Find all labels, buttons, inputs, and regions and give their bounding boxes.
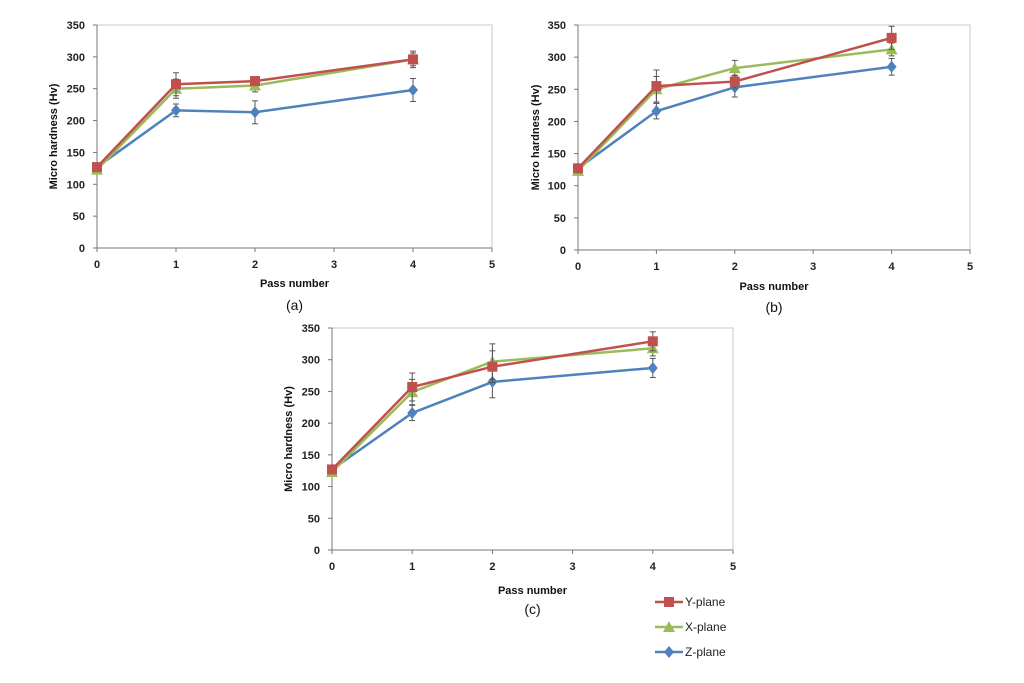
series-line: [96, 58, 414, 171]
data-point: [647, 336, 658, 347]
x-tick-label: 3: [570, 561, 576, 573]
legend-item-x-plane: X-plane: [655, 620, 727, 634]
panel-label: (b): [765, 299, 782, 315]
y-tick-label: 50: [308, 513, 320, 525]
y-tick-label: 350: [548, 20, 566, 32]
y-tick-label: 150: [302, 450, 320, 462]
y-tick-label: 300: [302, 355, 320, 367]
x-tick-label: 4: [410, 259, 417, 271]
x-tick-label: 4: [889, 261, 896, 273]
legend-marker: [664, 597, 674, 607]
x-tick-label: 3: [331, 259, 337, 271]
series-y-plane: [573, 25, 897, 174]
data-point: [250, 76, 260, 87]
data-point: [407, 381, 418, 392]
chart-panel-b: 0 50 100 150 200 250 300 350 0 1 2 3 4 5 Pass number Mi…: [530, 20, 973, 315]
y-tick-label: 200: [67, 116, 85, 128]
legend-marker: [664, 646, 674, 658]
series-line: [96, 58, 414, 168]
data-point: [408, 54, 418, 65]
series-line: [577, 36, 892, 170]
y-tick-label: 300: [548, 52, 566, 64]
data-point: [651, 105, 662, 118]
legend-item-z-plane: Z-plane: [655, 645, 726, 659]
plot-area: [577, 24, 971, 251]
y-tick-label: 250: [67, 84, 85, 96]
y-tick-label: 0: [314, 545, 320, 557]
legend-label: X-plane: [685, 620, 727, 634]
chart-panel-c: 0 50 100 150 200 250 300 350 0 1 2 3 4 5 Pass number Mi…: [283, 323, 736, 617]
x-tick-label: 0: [94, 259, 100, 271]
y-tick-label: 350: [302, 323, 320, 335]
y-tick-label: 300: [67, 52, 85, 64]
data-point: [886, 32, 897, 43]
x-tick-label: 2: [489, 561, 495, 573]
x-tick-label: 5: [730, 561, 736, 573]
series-line: [577, 65, 892, 170]
x-tick-label: 2: [732, 261, 738, 273]
x-tick-label: 0: [329, 561, 335, 573]
panel-label: (c): [524, 601, 540, 617]
y-tick-label: 50: [554, 213, 566, 225]
x-tick-label: 1: [653, 261, 659, 273]
y-axis-title: Micro hardness (Hv): [283, 386, 295, 492]
y-tick-label: 250: [302, 386, 320, 398]
y-tick-label: 100: [67, 179, 85, 191]
x-tick-label: 5: [489, 259, 495, 271]
x-tick-label: 5: [967, 261, 973, 273]
x-axis-title: Pass number: [498, 585, 568, 597]
series-line: [331, 366, 653, 471]
y-axis-title: Micro hardness (Hv): [48, 83, 60, 189]
x-tick-label: 1: [173, 259, 179, 271]
y-tick-label: 200: [548, 116, 566, 128]
series-y-plane: [327, 331, 658, 475]
legend: Y-plane X-plane Z-plane: [655, 595, 727, 659]
y-tick-label: 150: [67, 147, 85, 159]
x-tick-label: 3: [810, 261, 816, 273]
y-tick-label: 0: [560, 245, 566, 257]
plot-area: [96, 24, 493, 249]
data-point: [327, 464, 337, 475]
x-tick-label: 1: [409, 561, 415, 573]
y-tick-label: 100: [548, 181, 566, 193]
data-point: [171, 104, 181, 117]
x-axis-title: Pass number: [739, 281, 809, 293]
data-point: [171, 79, 181, 90]
data-point: [92, 162, 102, 173]
legend-item-y-plane: Y-plane: [655, 595, 726, 609]
y-tick-label: 100: [302, 482, 320, 494]
data-point: [487, 361, 498, 372]
data-point: [407, 406, 418, 419]
panel-label: (a): [286, 297, 303, 313]
data-point: [250, 106, 260, 119]
y-tick-label: 50: [73, 211, 85, 223]
x-tick-label: 2: [252, 259, 258, 271]
data-point: [573, 163, 583, 174]
series-line: [331, 340, 653, 471]
data-point: [886, 60, 897, 73]
data-point: [728, 62, 741, 74]
y-tick-label: 200: [302, 418, 320, 430]
series-line: [96, 88, 414, 169]
data-point: [647, 361, 658, 374]
chart-panel-a: 0 50 100 150 200 250 300 350 0 1 2 3 4 5 Pass number Mi…: [48, 20, 495, 313]
x-tick-label: 4: [650, 561, 657, 573]
data-point: [729, 76, 740, 87]
x-tick-label: 0: [575, 261, 581, 273]
legend-label: Z-plane: [685, 645, 726, 659]
series-x-plane: [572, 42, 898, 176]
series-y-plane: [92, 50, 418, 173]
y-axis-title: Micro hardness (Hv): [530, 84, 542, 190]
data-point: [651, 81, 662, 92]
legend-marker: [663, 621, 675, 632]
data-point: [408, 83, 418, 96]
legend-label: Y-plane: [685, 595, 726, 609]
x-axis-title: Pass number: [260, 278, 330, 290]
y-tick-label: 0: [79, 243, 85, 255]
y-tick-label: 350: [67, 20, 85, 32]
y-tick-label: 150: [548, 149, 566, 161]
y-tick-label: 250: [548, 84, 566, 96]
